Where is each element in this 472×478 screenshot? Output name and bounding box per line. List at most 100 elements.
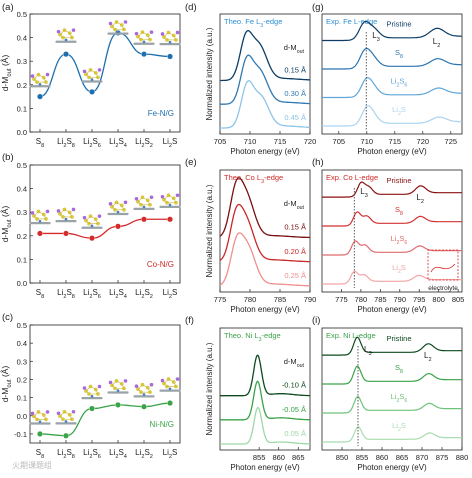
xtick-label-f-1: 860	[272, 453, 285, 462]
xtick-label-g-1: 710	[361, 137, 374, 146]
spectrum-i-3	[322, 426, 462, 443]
xtick-label-h-4: 795	[413, 295, 426, 304]
series-label-g-3: Li2S	[392, 105, 406, 117]
ytick-label-c-2: 0.1	[17, 394, 27, 403]
series-label-h-3: Li2S	[392, 263, 406, 275]
xtick-label-d-2: 715	[274, 137, 287, 146]
series-label-d-1: 0.30 Å	[284, 89, 306, 98]
series-label-f-2: 0.05 Å	[284, 429, 306, 438]
panel-label-b: (b)	[2, 152, 14, 163]
xtick-label-a-1: Li2S8	[57, 137, 75, 149]
xtick-label-b-2: Li2S6	[83, 288, 101, 300]
data-point-b-2	[88, 235, 95, 242]
xtick-label-g-2: 715	[389, 137, 402, 146]
molecule-icon-c-4	[133, 382, 155, 398]
series-label-i-2: Li2S6	[391, 392, 408, 404]
edge-label-l3-h: L3	[360, 187, 368, 199]
xtick-label-c-1: Li2S8	[57, 448, 75, 460]
xtick-label-g-0: 705	[333, 137, 346, 146]
series-label-i-1: S8	[395, 363, 403, 375]
panel-label-e: (e)	[185, 157, 197, 168]
data-point-a-0	[37, 93, 44, 100]
molecule-icon-b-4	[133, 195, 155, 211]
series-label-h-0: Pristine	[386, 176, 411, 185]
panel-label-g: (g)	[312, 2, 324, 13]
series-label-g-2: Li2S6	[391, 77, 408, 89]
panel-title-e: Theo. Co L3-edge	[224, 173, 283, 185]
ytick-label-a-2: 0.2	[17, 81, 27, 90]
spectrum-e-0	[219, 177, 310, 239]
xtick-label-i-0: 850	[336, 453, 349, 462]
inset-label-h: electrolyte	[428, 285, 458, 292]
ytick-label-a-5: 0.5	[17, 10, 27, 19]
xtick-label-g-4: 725	[445, 137, 458, 146]
panel-label-c: (c)	[2, 312, 13, 323]
panel-frame-h	[321, 169, 463, 293]
spectrum-f-1	[220, 380, 310, 421]
data-point-a-4	[140, 51, 147, 58]
panel-title-g: Exp. Fe L-edge	[326, 17, 377, 26]
edge-label-l2-h: L2	[416, 193, 424, 205]
ytick-label-b-0: 0.0	[17, 279, 27, 288]
data-point-c-3	[114, 401, 121, 408]
xtick-label-e-1: 780	[244, 295, 257, 304]
spectrum-h-2	[322, 240, 462, 256]
ylabel-f: Normalized intensity (a.u.)	[205, 342, 214, 435]
spectrum-g-2	[322, 77, 462, 99]
panel-title-h: Exp. Co L-edge	[326, 173, 378, 182]
xlabel-d: Photon energy (eV)	[230, 147, 300, 156]
data-point-c-1	[63, 432, 70, 439]
series-label-d-0: 0.15 Å	[284, 65, 306, 74]
panel-label-f: (f)	[185, 315, 194, 326]
xtick-label-e-3: 790	[304, 295, 317, 304]
edge-label-l3-g: L3	[372, 31, 380, 43]
xtick-label-c-3: Li2S4	[109, 448, 127, 460]
data-point-a-1	[63, 51, 70, 58]
series-label-g-0: Pristine	[386, 20, 411, 29]
ytick-label-b-2: 0.2	[17, 232, 27, 241]
ylabel-a: d-Mout (Å)	[0, 55, 13, 92]
xtick-label-h-0: 775	[335, 295, 348, 304]
xtick-label-a-2: Li2S6	[83, 137, 101, 149]
xlabel-h: Photon energy (eV)	[357, 305, 427, 314]
ytick-label-c-0: -0.1	[14, 430, 27, 439]
xtick-label-a-3: Li2S4	[109, 137, 127, 149]
series-label-e-1: 0.20 Å	[284, 247, 306, 256]
ytick-label-c-1: 0.0	[17, 412, 27, 421]
data-point-a-2	[88, 88, 95, 95]
xtick-label-h-6: 805	[452, 295, 465, 304]
spectrum-i-2	[322, 395, 462, 414]
molecule-icon-b-3	[107, 200, 129, 216]
xtick-label-i-4: 870	[416, 453, 429, 462]
ylabel-b: d-Mout (Å)	[0, 206, 13, 243]
panel-frame-d	[219, 13, 311, 135]
spectrum-i-0	[322, 336, 462, 356]
data-point-b-1	[63, 230, 70, 237]
molecule-icon-a-1	[55, 28, 77, 43]
panel-title-i: Exp. Ni L-edge	[326, 331, 376, 340]
edge-label-l2-i: L2	[424, 351, 432, 363]
panel-frame-e	[219, 169, 311, 293]
data-point-a-5	[166, 53, 173, 60]
spectrum-g-3	[322, 105, 463, 127]
ytick-label-a-3: 0.3	[17, 57, 27, 66]
spectrum-h-0	[322, 181, 462, 198]
inset-box-h	[427, 249, 459, 281]
data-point-b-4	[140, 216, 147, 223]
xtick-label-i-1: 855	[356, 453, 369, 462]
series-label-f-0: -0.10 Å	[282, 381, 306, 390]
data-point-c-4	[140, 403, 147, 410]
series-name-b: Co-N/G	[147, 260, 174, 269]
series-name-a: Fe-N/G	[148, 109, 174, 118]
ytick-label-b-3: 0.3	[17, 208, 27, 217]
xtick-label-h-1: 780	[355, 295, 368, 304]
xtick-label-c-2: Li2S6	[83, 448, 101, 460]
ytick-label-c-3: 0.2	[17, 375, 27, 384]
spectrum-h-3	[322, 270, 462, 285]
spectrum-d-1	[220, 54, 310, 105]
ytick-label-a-1: 0.1	[17, 104, 27, 113]
series-label-h-2: Li2S6	[391, 234, 408, 246]
spectrum-f-0	[220, 354, 310, 397]
spectrum-d-0	[220, 30, 310, 82]
legend-title-d: d-Mout	[284, 43, 305, 55]
